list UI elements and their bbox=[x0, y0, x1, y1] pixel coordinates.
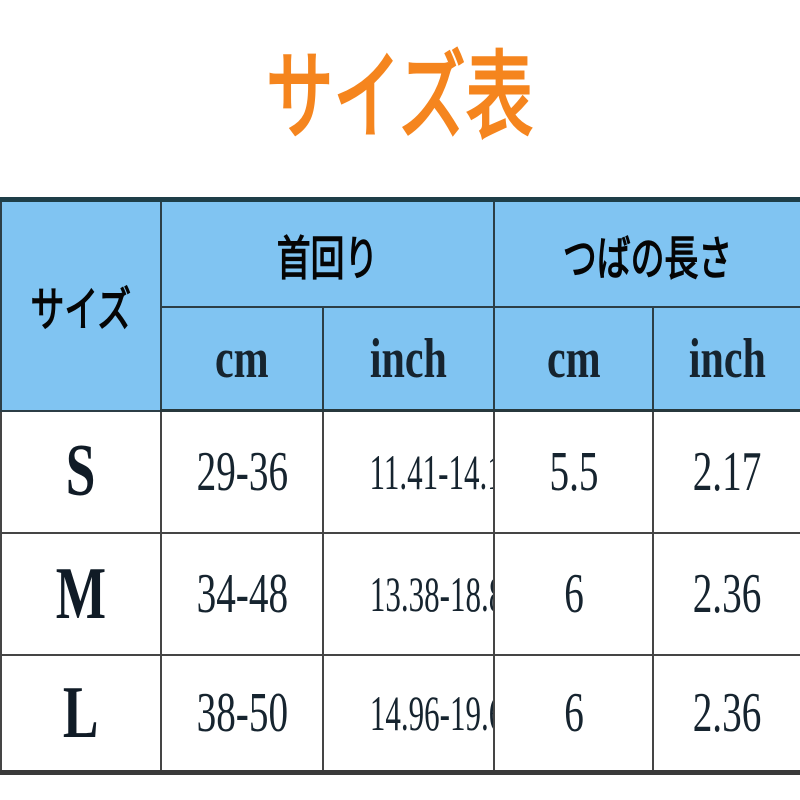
value-brim-inch: 2.36 bbox=[692, 682, 762, 744]
size-table: サイズ 首回り つばの長さ cm inch cm bbox=[0, 197, 800, 775]
cell-brim-inch: 2.17 bbox=[652, 409, 800, 534]
value-neck-inch: 14.96-19.68 bbox=[369, 685, 492, 741]
value-neck-cm: 29-36 bbox=[196, 441, 288, 503]
header-size-label: サイズ bbox=[30, 283, 132, 337]
page-title: サイズ表 bbox=[0, 0, 800, 154]
header-brim-cm: cm bbox=[493, 306, 654, 412]
table-header-unit-row: cm inch cm inch bbox=[1, 306, 800, 412]
header-neck-inch: inch bbox=[322, 306, 495, 412]
header-brim-cm-label: cm bbox=[546, 327, 601, 390]
cell-size: M bbox=[0, 532, 162, 656]
header-neck-circumference: 首回り bbox=[160, 197, 495, 308]
value-neck-cm: 34-48 bbox=[196, 563, 288, 625]
header-neck-cm-label: cm bbox=[215, 327, 269, 390]
value-neck-inch: 13.38-18.89 bbox=[369, 566, 492, 622]
page-title-text: サイズ表 bbox=[266, 44, 534, 151]
cell-size: S bbox=[0, 409, 162, 534]
table-row-size-m: M 34-48 13.38-18.89 6 2.36 bbox=[0, 532, 800, 656]
header-neck-inch-label: inch bbox=[369, 327, 448, 390]
size-letter: L bbox=[63, 671, 99, 754]
header-brim-length-label: つばの長さ bbox=[562, 231, 733, 285]
cell-neck-inch: 14.96-19.68 bbox=[322, 654, 495, 775]
cell-brim-cm: 5.5 bbox=[493, 409, 654, 534]
header-size: サイズ bbox=[0, 197, 162, 412]
cell-neck-cm: 34-48 bbox=[160, 532, 324, 656]
cell-brim-cm: 6 bbox=[493, 532, 654, 656]
table-row-size-s: S 29-36 11.41-14.17 5.5 2.17 bbox=[0, 409, 800, 534]
header-brim-length: つばの長さ bbox=[493, 197, 800, 308]
cell-size: L bbox=[0, 654, 162, 775]
header-neck-cm: cm bbox=[160, 306, 324, 412]
header-brim-inch: inch bbox=[652, 306, 800, 412]
value-brim-cm: 5.5 bbox=[549, 441, 598, 503]
value-neck-cm: 38-50 bbox=[196, 682, 288, 744]
header-neck-circumference-label: 首回り bbox=[276, 231, 379, 285]
cell-brim-cm: 6 bbox=[493, 654, 654, 775]
header-brim-inch-label: inch bbox=[688, 327, 766, 390]
table-row-size-l: L 38-50 14.96-19.68 6 2.36 bbox=[0, 654, 800, 775]
cell-neck-cm: 38-50 bbox=[160, 654, 324, 775]
cell-brim-inch: 2.36 bbox=[652, 532, 800, 656]
value-brim-cm: 6 bbox=[563, 563, 584, 625]
cell-brim-inch: 2.36 bbox=[652, 654, 800, 775]
table-header-group-row: サイズ 首回り つばの長さ bbox=[0, 197, 800, 412]
size-letter: S bbox=[66, 430, 96, 513]
cell-neck-inch: 11.41-14.17 bbox=[322, 409, 495, 534]
cell-neck-inch: 13.38-18.89 bbox=[322, 532, 495, 656]
value-brim-cm: 6 bbox=[563, 682, 584, 744]
value-brim-inch: 2.17 bbox=[692, 441, 762, 503]
value-brim-inch: 2.36 bbox=[692, 563, 762, 625]
size-letter: M bbox=[55, 552, 107, 635]
cell-neck-cm: 29-36 bbox=[160, 409, 324, 534]
value-neck-inch: 11.41-14.17 bbox=[369, 444, 492, 500]
